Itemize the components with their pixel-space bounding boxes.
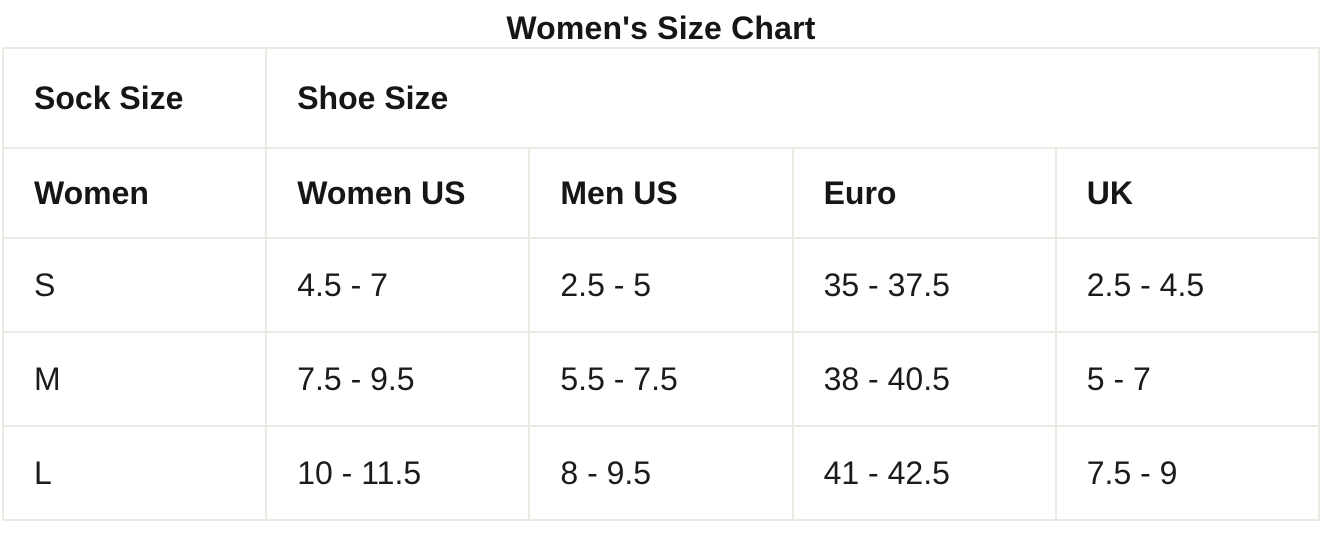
cell-men-us: 5.5 - 7.5: [528, 331, 794, 427]
cell-euro: 38 - 40.5: [791, 331, 1057, 427]
table-row-medium: M 7.5 - 9.5 5.5 - 7.5 38 - 40.5 5 - 7: [1, 331, 1321, 427]
header-euro: Euro: [791, 147, 1057, 239]
table-row-large: L 10 - 11.5 8 - 9.5 41 - 42.5 7.5 - 9: [1, 425, 1321, 521]
cell-uk: 5 - 7: [1054, 331, 1321, 427]
cell-women-us: 10 - 11.5: [265, 425, 531, 521]
table-row-small: S 4.5 - 7 2.5 - 5 35 - 37.5 2.5 - 4.5: [1, 237, 1321, 333]
cell-women-us: 4.5 - 7: [265, 237, 531, 333]
cell-euro: 35 - 37.5: [791, 237, 1057, 333]
group-header-row: Sock Size Shoe Size: [1, 47, 1320, 149]
header-men-us: Men US: [528, 147, 794, 239]
header-sock-size: Sock Size: [1, 47, 268, 149]
size-chart-table: Sock Size Shoe Size Women Women US Men U…: [1, 47, 1321, 521]
column-header-row: Women Women US Men US Euro UK: [1, 147, 1321, 239]
cell-uk: 7.5 - 9: [1054, 425, 1321, 521]
header-women-us: Women US: [265, 147, 531, 239]
header-women: Women: [1, 147, 268, 239]
cell-men-us: 2.5 - 5: [528, 237, 794, 333]
cell-euro: 41 - 42.5: [791, 425, 1057, 521]
cell-sock-size: L: [1, 425, 268, 521]
cell-women-us: 7.5 - 9.5: [265, 331, 531, 427]
header-uk: UK: [1054, 147, 1321, 239]
cell-uk: 2.5 - 4.5: [1054, 237, 1321, 333]
cell-sock-size: S: [1, 237, 268, 333]
page-title: Women's Size Chart: [506, 10, 816, 46]
cell-men-us: 8 - 9.5: [528, 425, 794, 521]
header-shoe-size: Shoe Size: [265, 47, 1320, 149]
cell-sock-size: M: [1, 331, 268, 427]
